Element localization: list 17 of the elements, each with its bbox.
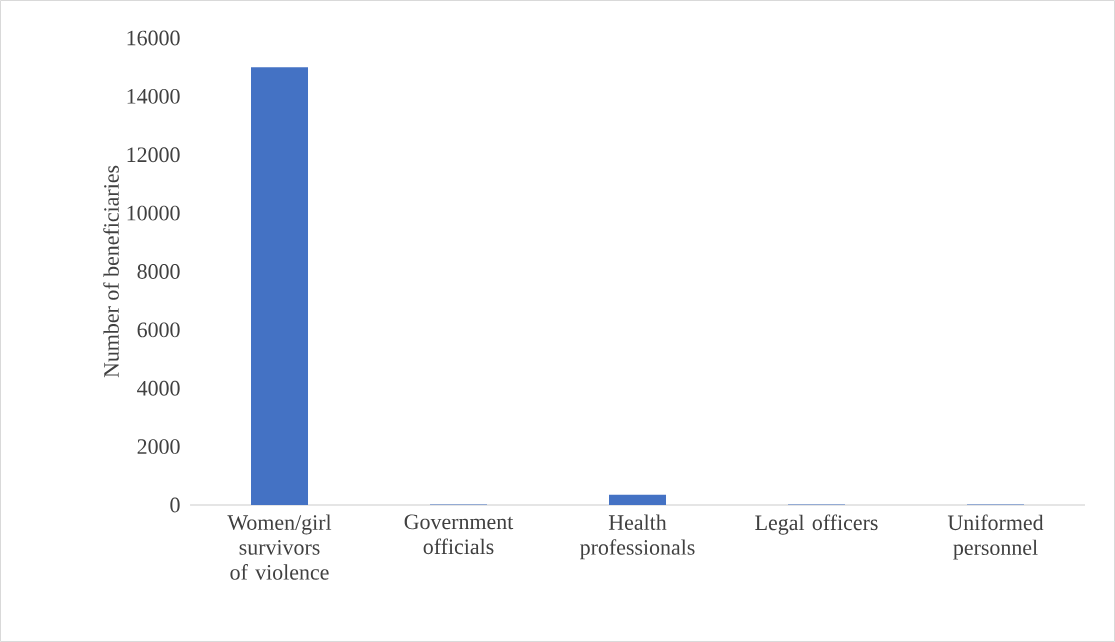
x-tick-label: Government officials	[404, 514, 514, 555]
y-tick-label: 12000	[127, 147, 180, 163]
x-tick-label: Legal officers	[755, 514, 878, 535]
bar	[609, 494, 667, 505]
y-tick-label: 14000	[127, 88, 180, 104]
x-tick-label: Women/girl survivors of violence	[227, 514, 332, 580]
y-tick-label: 4000	[137, 380, 180, 396]
y-tick-label: 16000	[127, 30, 180, 46]
y-tick-label: 8000	[137, 264, 180, 279]
y-tick-label: 2000	[137, 439, 180, 455]
y-axis-title: Number of beneficiaries	[103, 165, 119, 378]
x-tick-label: Health professionals	[580, 514, 695, 560]
y-tick-label: 10000	[127, 205, 180, 221]
bar	[251, 67, 309, 505]
y-tick-label: 0	[170, 497, 180, 513]
x-tick-label: Uniformed personnel	[947, 514, 1044, 560]
y-tick-label: 6000	[137, 322, 180, 338]
